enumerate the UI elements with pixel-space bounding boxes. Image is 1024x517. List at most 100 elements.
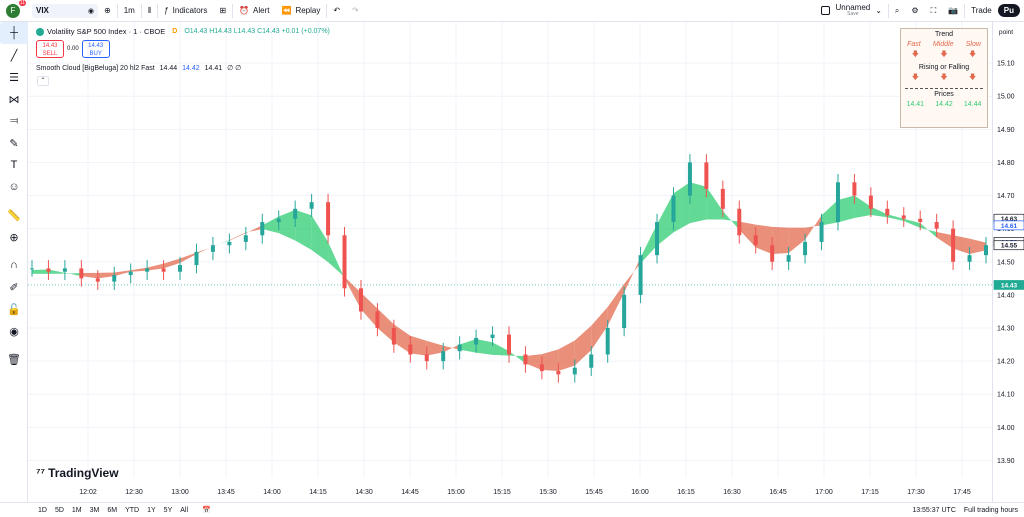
publish-button[interactable]: Pu bbox=[997, 4, 1020, 17]
range-3m[interactable]: 3M bbox=[89, 506, 100, 514]
date-range-button[interactable]: 📅 bbox=[198, 506, 215, 514]
session-button[interactable]: Full trading hours bbox=[963, 506, 1018, 514]
fib-tool[interactable]: ☰ bbox=[0, 66, 28, 88]
magnet-icon: ∩ bbox=[10, 259, 18, 271]
utc-clock[interactable]: 13:55:37 UTC bbox=[912, 506, 956, 514]
snapshot-button[interactable]: 📷 bbox=[942, 0, 964, 22]
candle-body bbox=[30, 268, 34, 270]
interval-button[interactable]: 1m bbox=[123, 6, 135, 15]
alert-button[interactable]: ⏰ Alert bbox=[233, 0, 275, 22]
layout-button[interactable]: Unnamed Save ⌄ bbox=[815, 0, 888, 22]
lock-drawing-tool[interactable]: ✐ bbox=[0, 276, 28, 298]
text-tool[interactable]: T bbox=[0, 154, 28, 176]
cloud-segment bbox=[936, 231, 954, 249]
indicators-button[interactable]: ƒ Indicators bbox=[158, 0, 213, 22]
buy-button[interactable]: 14.43 BUY bbox=[81, 40, 110, 58]
x-tick-label: 17:45 bbox=[953, 489, 971, 496]
indicator-name: Smooth Cloud [BigBeluga] 20 hl2 Fast bbox=[36, 65, 155, 72]
price-slow: 14.44 bbox=[963, 101, 982, 108]
cloud-segment bbox=[81, 272, 98, 279]
cloud-segment bbox=[147, 263, 164, 271]
magnet-tool[interactable]: ∩ bbox=[0, 254, 28, 276]
symbol-title[interactable]: Volatility S&P 500 Index · 1 · CBOE bbox=[47, 27, 166, 36]
range-5d[interactable]: 5D bbox=[54, 506, 64, 514]
dashed-divider bbox=[905, 88, 983, 89]
remove-drawings-tool[interactable]: 🗑 bbox=[0, 348, 28, 370]
crosshair-icon: ┼ bbox=[10, 27, 18, 39]
x-tick-label: 17:30 bbox=[907, 489, 925, 496]
tradingview-logo[interactable]: ⁷⁷ TradingView bbox=[36, 466, 119, 480]
ruler-tool[interactable]: 📏 bbox=[0, 204, 28, 226]
lock-icon: 🔓 bbox=[7, 303, 21, 316]
down-arrow-icon: 🡇 bbox=[911, 74, 919, 81]
layout-name: Unnamed bbox=[835, 2, 871, 12]
y-tick-label: 14.30 bbox=[997, 326, 1015, 333]
candle-body bbox=[342, 235, 347, 289]
cloud-segment bbox=[97, 272, 115, 279]
divider bbox=[157, 3, 159, 18]
range-6m[interactable]: 6M bbox=[107, 506, 118, 514]
range-1d[interactable]: 1D bbox=[38, 506, 47, 514]
x-tick-label: 14:45 bbox=[401, 489, 419, 496]
indicator-legend[interactable]: Smooth Cloud [BigBeluga] 20 hl2 Fast 14.… bbox=[36, 64, 241, 72]
candle-body bbox=[375, 311, 380, 328]
candle-body bbox=[358, 288, 363, 312]
x-tick-label: 14:00 bbox=[263, 489, 281, 496]
x-tick-label: 16:45 bbox=[769, 489, 787, 496]
zoom-tool[interactable]: ⊕ bbox=[0, 226, 28, 248]
x-tick-label: 15:15 bbox=[493, 489, 511, 496]
forecast-icon: ⫤ bbox=[9, 114, 19, 127]
fullscreen-button[interactable]: ⛶ bbox=[925, 0, 943, 22]
cloud-segment bbox=[393, 324, 411, 354]
measure-tool[interactable]: ⫤ bbox=[0, 110, 28, 132]
templates-button[interactable]: ⊞ bbox=[213, 0, 232, 22]
chart-type-button[interactable]: ⫴ bbox=[142, 0, 157, 22]
layout-square-icon bbox=[820, 6, 830, 15]
chart-pane[interactable]: 12:02 12:30 13:00 13:45 14:00 14:15 14:30 14:45… bbox=[28, 22, 992, 502]
crosshair-tool[interactable]: ┼ bbox=[0, 22, 28, 44]
range-1y[interactable]: 1Y bbox=[147, 506, 156, 514]
hide-drawings-tool[interactable]: ◉ bbox=[0, 320, 28, 342]
symbol-search[interactable]: VIX ◉ bbox=[32, 3, 98, 18]
settings-button[interactable]: ⚙ bbox=[905, 0, 924, 22]
cloud-segment bbox=[870, 206, 888, 218]
candle-body bbox=[210, 245, 215, 252]
sell-button[interactable]: 14.43 SELL bbox=[36, 40, 64, 58]
divider bbox=[964, 3, 966, 18]
indicator-value-1: 14.44 bbox=[159, 65, 178, 72]
cloud-segment bbox=[476, 339, 493, 355]
replay-button[interactable]: ⏪ Replay bbox=[275, 0, 326, 22]
indicators-label: Indicators bbox=[172, 6, 208, 15]
down-arrow-icon: 🡇 bbox=[969, 74, 977, 81]
x-tick-label: 16:15 bbox=[677, 489, 695, 496]
redo-button[interactable]: ↷ bbox=[346, 0, 365, 22]
brush-tool[interactable]: ✎ bbox=[0, 132, 28, 154]
x-tick-label: 16:00 bbox=[631, 489, 649, 496]
range-ytd[interactable]: YTD bbox=[125, 506, 140, 514]
rewind-icon: ⏪ bbox=[281, 6, 292, 15]
undo-button[interactable]: ↶ bbox=[327, 0, 346, 22]
trendline-tool[interactable]: ╱ bbox=[0, 44, 28, 66]
price-chart[interactable]: 12:02 12:30 13:00 13:45 14:00 14:15 14:30 14:45… bbox=[28, 22, 992, 502]
add-symbol-button[interactable]: ⊕ bbox=[98, 0, 117, 22]
quick-search-button[interactable]: ⌕ bbox=[889, 0, 905, 22]
emoji-tool[interactable]: ☺ bbox=[0, 176, 28, 198]
indicator-value-4: ∅ ∅ bbox=[227, 65, 242, 72]
candle-body bbox=[737, 208, 742, 236]
range-5y[interactable]: 5Y bbox=[163, 506, 173, 514]
candle-body bbox=[868, 195, 873, 209]
cloud-segment bbox=[426, 340, 444, 356]
replay-label: Replay bbox=[295, 6, 321, 15]
price-axis[interactable]: 15.1015.0014.9014.8014.7014.6014.5014.40… bbox=[992, 22, 1024, 502]
brand-text: TradingView bbox=[48, 466, 119, 480]
pattern-tool[interactable]: ⋈ bbox=[0, 88, 28, 110]
search-icon: ⌕ bbox=[894, 5, 900, 15]
price-axis-labels: 15.1015.0014.9014.8014.7014.6014.5014.40… bbox=[993, 29, 1024, 465]
lock-all-tool[interactable]: 🔓 bbox=[0, 298, 28, 320]
range-all[interactable]: All bbox=[180, 506, 189, 514]
range-1m[interactable]: 1M bbox=[71, 506, 82, 514]
brush-icon: ✎ bbox=[9, 137, 19, 150]
trade-button[interactable]: Trade bbox=[971, 6, 992, 15]
user-avatar[interactable]: F 11 bbox=[6, 0, 26, 18]
collapse-legend-button[interactable]: ⌃ bbox=[37, 76, 49, 86]
